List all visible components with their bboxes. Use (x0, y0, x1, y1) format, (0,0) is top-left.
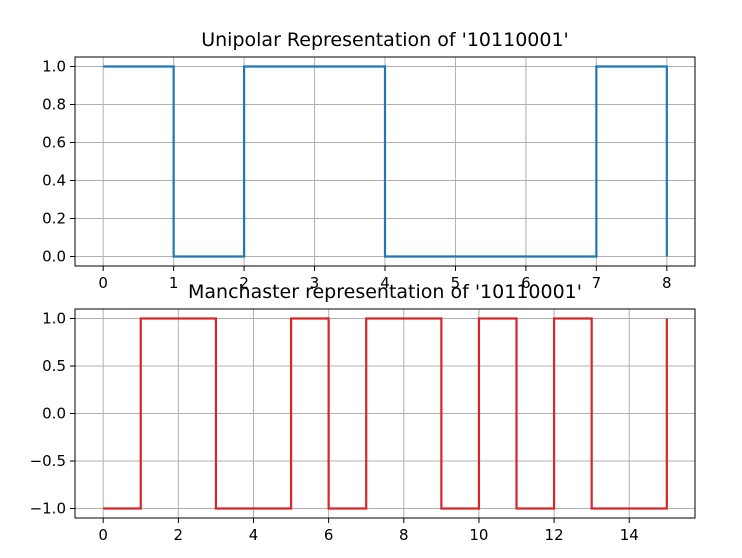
x-tick-label: 3 (310, 274, 320, 292)
x-tick-label: 4 (249, 526, 259, 544)
x-tick-label: 0 (98, 526, 108, 544)
series-line-1 (103, 65, 668, 258)
x-tick-label: 8 (662, 274, 672, 292)
chart-title: Manchaster representation of '10110001' (188, 281, 582, 303)
y-tick-label: 0.0 (42, 248, 66, 266)
x-tick-label: 1 (169, 274, 179, 292)
y-tick-label: 0.2 (42, 210, 66, 228)
x-tick-label: 2 (239, 274, 249, 292)
chart-panel-2: 0 2 4 6 8 10 12 14 −1.0 −0.5 0.0 0.5 1.0 Manchaster r… (30, 281, 696, 544)
x-tick-label: 2 (174, 526, 184, 544)
y-tick-label: 0.5 (42, 357, 66, 375)
y-tick-label: 1.0 (42, 58, 66, 76)
x-tick-label: 7 (592, 274, 602, 292)
x-tick-label: 0 (98, 274, 108, 292)
y-tick-label: 1.0 (42, 310, 66, 328)
x-tick-label: 4 (380, 274, 390, 292)
x-tick-label: 8 (399, 526, 409, 544)
series-line-1 (103, 317, 668, 510)
x-tick-label: 12 (545, 526, 564, 544)
chart-title: Unipolar Representation of '10110001' (201, 29, 569, 51)
x-tick-label: 5 (451, 274, 461, 292)
x-tick-label: 10 (469, 526, 488, 544)
x-tick-label: 6 (521, 274, 531, 292)
y-tick-label: 0.6 (42, 134, 66, 152)
x-tick-label: 14 (620, 526, 639, 544)
y-tick-label: −0.5 (30, 452, 66, 470)
y-tick-label: 0.4 (42, 172, 66, 190)
y-tick-label: −1.0 (30, 500, 66, 518)
chart-panel-1: 0 1 2 3 4 5 6 7 8 0.0 0.2 0.4 0.6 0.8 1.0 Unipolar Repr… (42, 29, 696, 292)
y-tick-label: 0.0 (42, 405, 66, 423)
y-tick-label: 0.8 (42, 96, 66, 114)
x-tick-label: 6 (324, 526, 334, 544)
